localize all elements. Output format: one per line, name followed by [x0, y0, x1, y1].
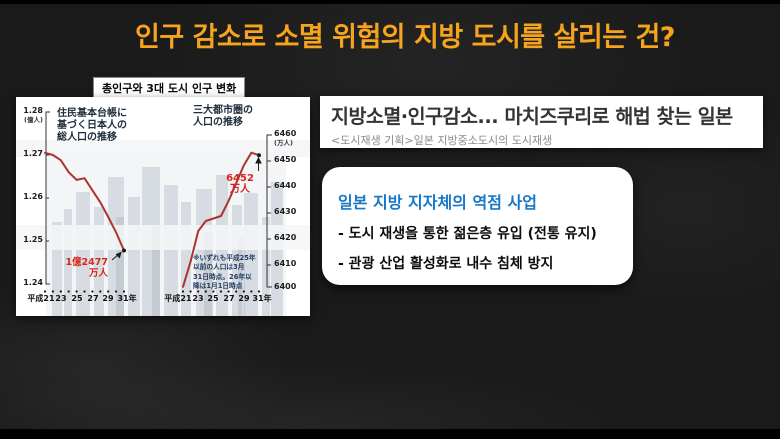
x-tick-label: 31年	[252, 294, 272, 303]
metro-population-value-label: 6452 万人	[226, 173, 254, 195]
right-y-axis	[266, 134, 272, 288]
x-tick-label: 27	[87, 294, 99, 303]
left-panel-annotation: 住民基本台帳に 基づく日本人の 総人口の推移	[57, 108, 127, 143]
x-tick-label: 平成21	[164, 294, 192, 303]
y-tick-label: 1.25	[23, 235, 43, 244]
x-tick-label: 31年	[117, 294, 137, 303]
info-card-heading: 일본 지방 지자체의 역점 사업	[338, 193, 537, 212]
metro-population-end-dot	[257, 153, 261, 158]
y-tick-label: 6400	[274, 282, 297, 291]
y-axis-unit: (億人)	[24, 116, 43, 124]
x-tick-label: 29	[238, 294, 250, 303]
y-tick-label: 6440	[274, 181, 297, 190]
y-tick-label: 1.28	[23, 106, 43, 115]
x-tick-label: 23	[192, 294, 204, 303]
y-tick-label: 1.27	[23, 149, 43, 158]
y-tick-label: 1.24	[23, 278, 43, 287]
left-y-axis	[45, 111, 50, 285]
total-population-end-dot	[122, 248, 126, 253]
city-photo-backdrop	[16, 140, 310, 316]
y-tick-label: 6450	[274, 155, 297, 164]
chart-footnote: ※いずれも平成25年 以前の人口は3月 31日時点。26年以 降は1月1日時点	[193, 254, 256, 290]
x-tick-label: 23	[55, 294, 67, 303]
slide-title: 인구 감소로 소멸 위험의 지방 도시를 살리는 건?	[135, 22, 675, 53]
x-tick-label: 平成21	[27, 294, 55, 303]
y-tick-label: 6460	[274, 129, 297, 138]
x-tick-label: 27	[223, 294, 235, 303]
y-tick-label: 1.26	[23, 192, 43, 201]
chart-canvas	[16, 111, 310, 316]
info-card: 일본 지방 지자체의 역점 사업 - 도시 재생을 통한 젊은층 유입 (전통 …	[322, 167, 633, 285]
news-subheadline: <도시재생 기획>일본 지방중소도시의 도시재생	[331, 134, 553, 147]
total-population-line	[44, 151, 125, 252]
right-callout-arrow	[255, 156, 262, 171]
x-tick-label: 25	[71, 294, 83, 303]
right-x-tick-dots	[181, 290, 261, 293]
info-card-bullet-2: - 관광 산업 활성화로 내수 침체 방지	[338, 256, 554, 272]
y-axis-unit: (万人)	[274, 139, 293, 147]
y-tick-label: 6420	[274, 233, 297, 242]
news-headline: 지방소멸·인구감소... 마치즈쿠리로 해법 찾는 일본	[331, 105, 733, 128]
metro-population-line	[182, 151, 260, 288]
y-tick-label: 6410	[274, 259, 297, 268]
y-tick-label: 6430	[274, 207, 297, 216]
news-headline-box: 지방소멸·인구감소... 마치즈쿠리로 해법 찾는 일본 <도시재생 기획>일본…	[320, 96, 763, 148]
x-tick-label: 25	[207, 294, 219, 303]
population-chart: 1.28 (億人) 1.27 1.26 1.25 1.24 6460 (万人) …	[16, 97, 310, 316]
total-population-value-label: 1億2477 万人	[65, 257, 108, 279]
info-card-bullet-1: - 도시 재생을 통한 젊은층 유입 (전통 유지)	[338, 226, 597, 242]
right-panel-annotation: 三大都市圏の 人口の推移	[193, 105, 253, 128]
left-x-tick-dots	[43, 290, 126, 293]
x-tick-label: 29	[102, 294, 114, 303]
left-callout-arrow	[111, 251, 122, 261]
